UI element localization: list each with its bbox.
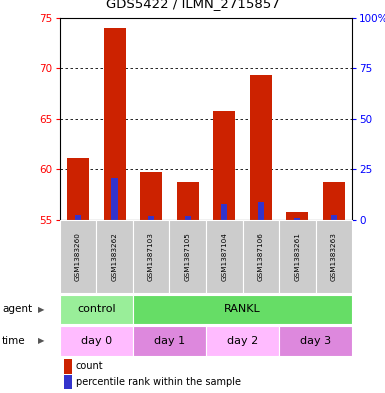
- Bar: [133, 326, 206, 356]
- Bar: [112, 178, 117, 220]
- Text: day 3: day 3: [300, 336, 331, 346]
- Bar: [148, 216, 154, 220]
- Text: ▶: ▶: [38, 305, 44, 314]
- Bar: [250, 75, 272, 220]
- Text: day 1: day 1: [154, 336, 185, 346]
- Text: GSM1383262: GSM1383262: [112, 232, 117, 281]
- Text: GDS5422 / ILMN_2715857: GDS5422 / ILMN_2715857: [105, 0, 280, 10]
- Text: GSM1383260: GSM1383260: [75, 232, 81, 281]
- Bar: [75, 215, 81, 220]
- Bar: [133, 295, 352, 324]
- Bar: [60, 295, 133, 324]
- Bar: [177, 182, 199, 220]
- Text: day 0: day 0: [81, 336, 112, 346]
- Bar: [169, 220, 206, 293]
- Bar: [206, 326, 279, 356]
- Bar: [213, 111, 235, 220]
- Bar: [185, 216, 191, 220]
- Text: RANKL: RANKL: [224, 305, 261, 314]
- Text: control: control: [77, 305, 116, 314]
- Bar: [295, 218, 300, 220]
- Text: GSM1387103: GSM1387103: [148, 232, 154, 281]
- Text: day 2: day 2: [227, 336, 258, 346]
- Bar: [316, 220, 352, 293]
- Text: count: count: [76, 361, 104, 371]
- Text: time: time: [2, 336, 25, 346]
- Text: percentile rank within the sample: percentile rank within the sample: [76, 377, 241, 387]
- Bar: [331, 215, 337, 220]
- Text: ▶: ▶: [38, 336, 44, 345]
- Bar: [221, 204, 227, 220]
- Bar: [243, 220, 279, 293]
- Bar: [279, 326, 352, 356]
- Bar: [60, 326, 133, 356]
- Text: agent: agent: [2, 305, 32, 314]
- Text: GSM1387104: GSM1387104: [221, 232, 227, 281]
- Bar: [279, 220, 316, 293]
- Text: GSM1387105: GSM1387105: [185, 232, 191, 281]
- Bar: [140, 171, 162, 220]
- Bar: [104, 28, 126, 220]
- Text: GSM1387106: GSM1387106: [258, 232, 264, 281]
- Bar: [258, 202, 264, 220]
- Bar: [206, 220, 243, 293]
- Bar: [96, 220, 133, 293]
- Text: GSM1383263: GSM1383263: [331, 232, 337, 281]
- Bar: [133, 220, 169, 293]
- Bar: [67, 158, 89, 220]
- Bar: [323, 182, 345, 220]
- Bar: [286, 212, 308, 220]
- Text: GSM1383261: GSM1383261: [295, 232, 300, 281]
- Bar: [60, 220, 96, 293]
